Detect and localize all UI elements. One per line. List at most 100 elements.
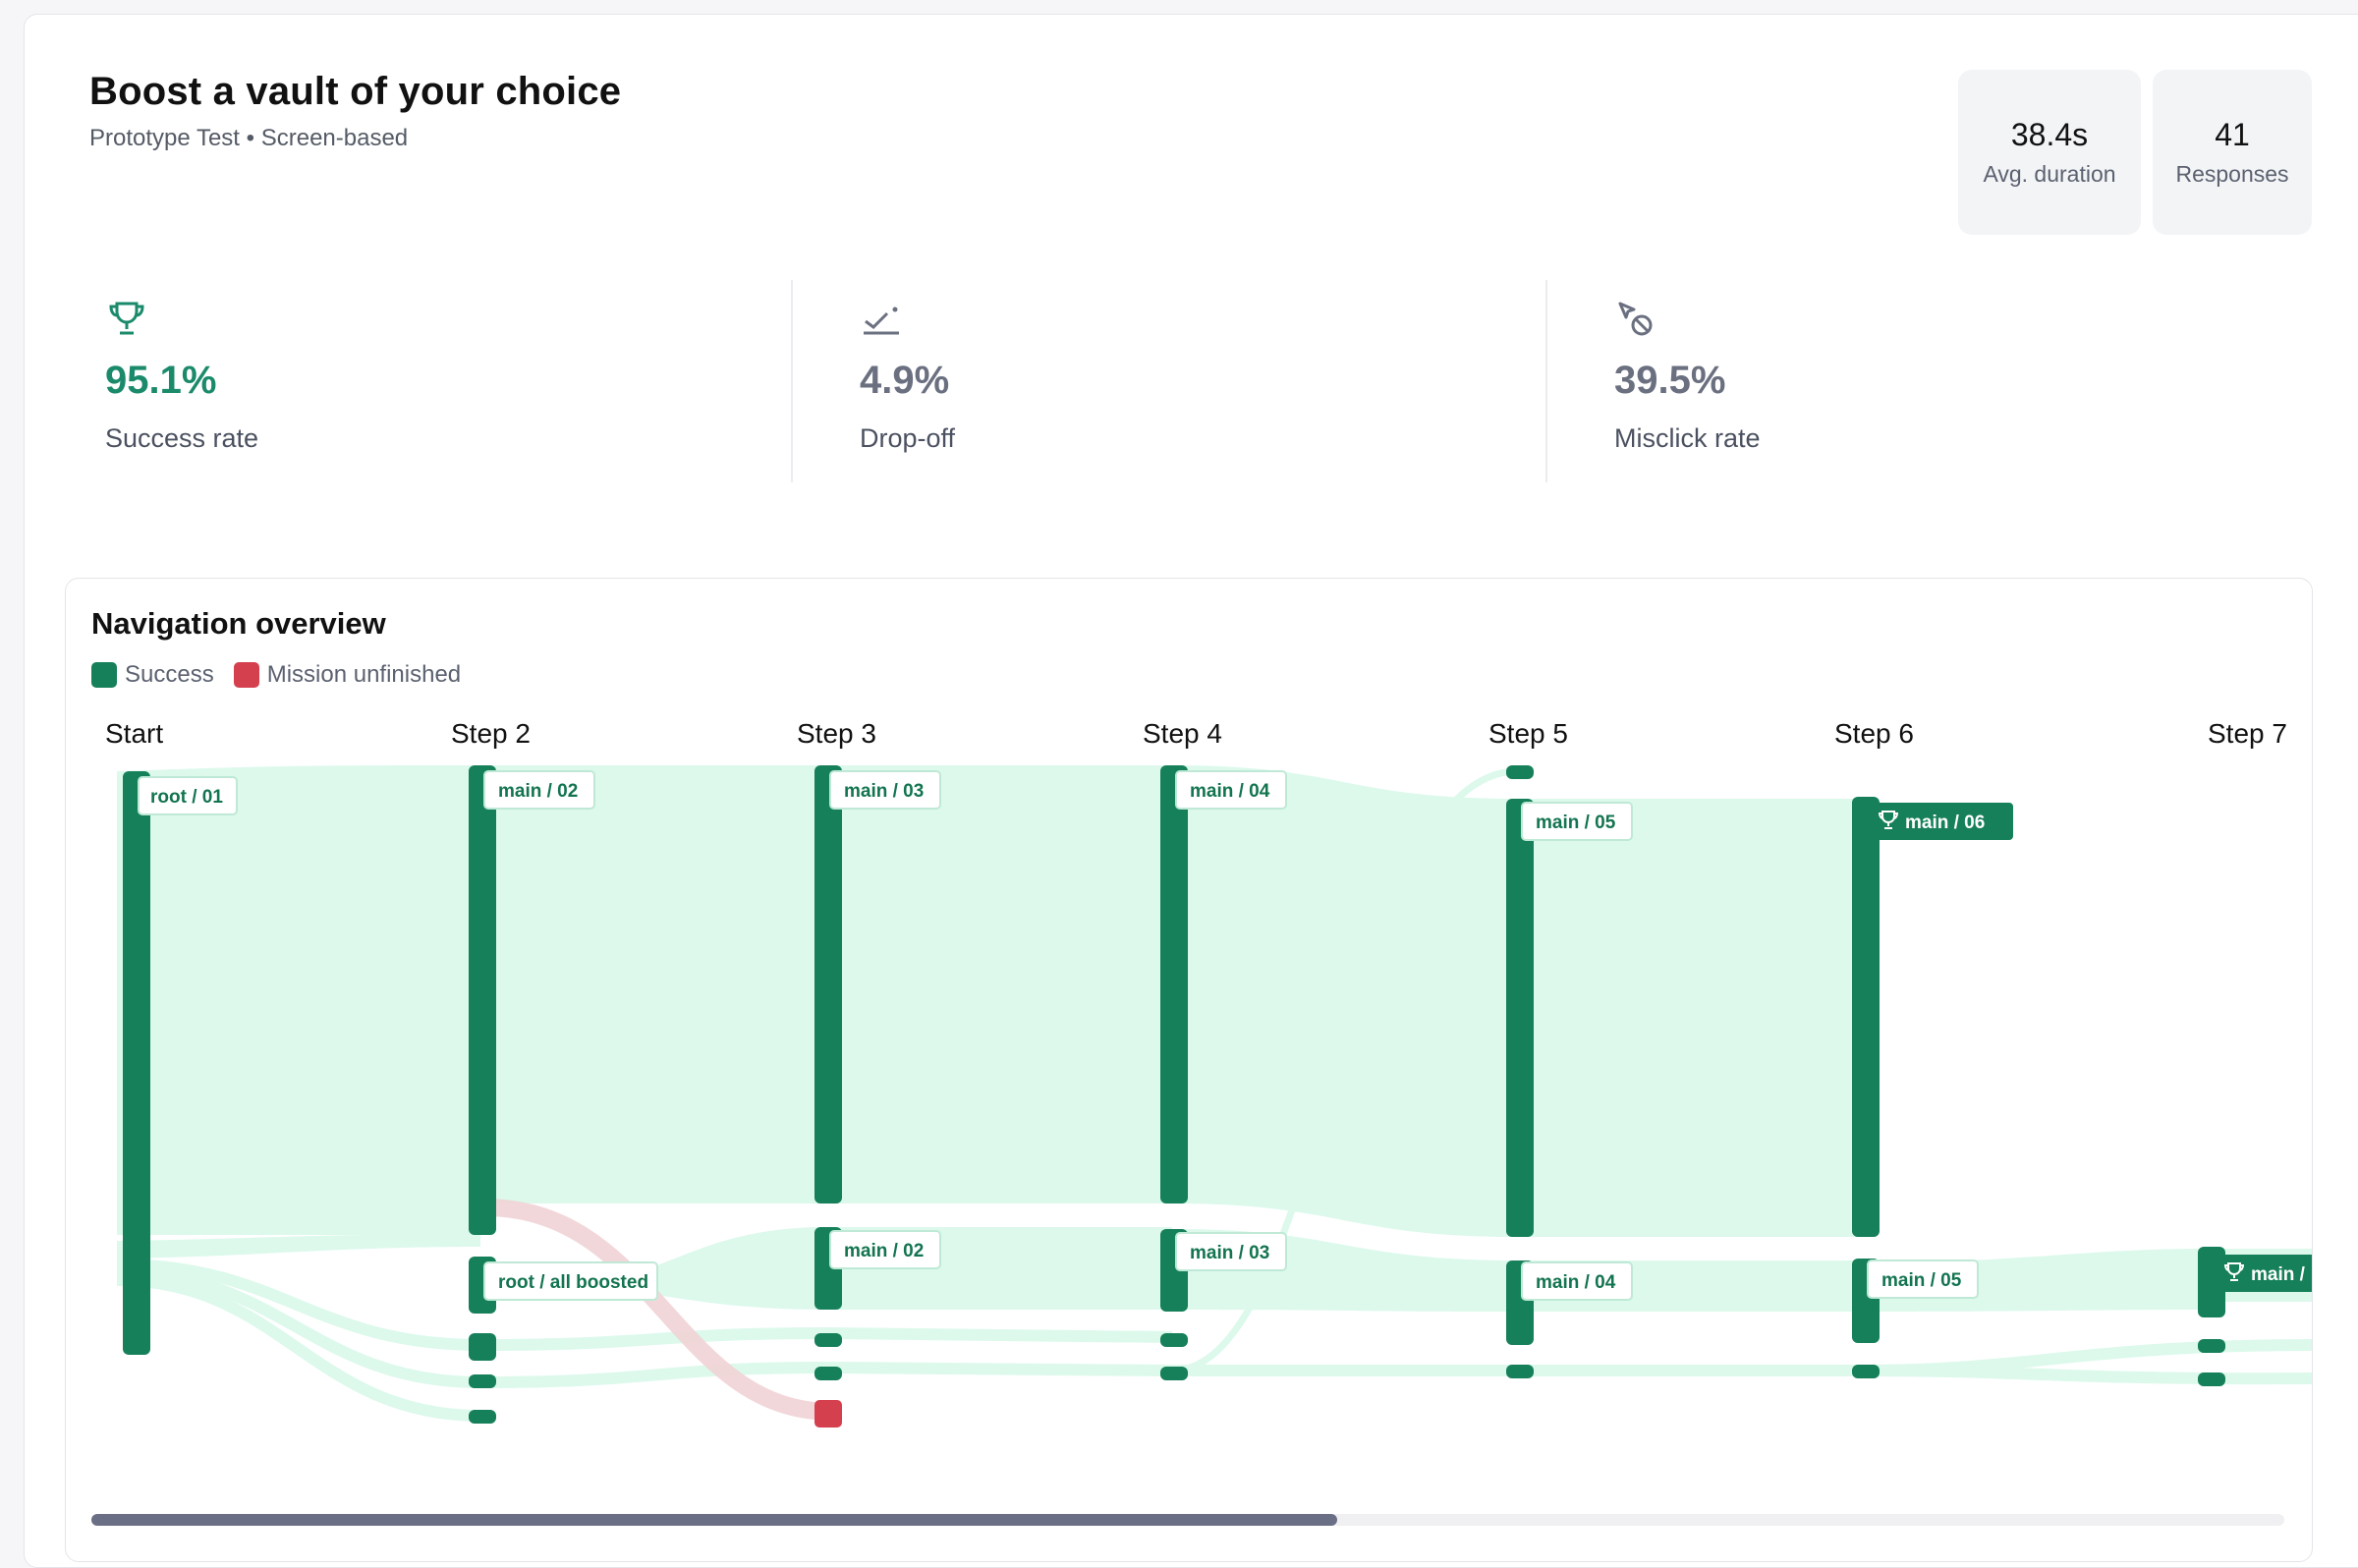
trophy-icon — [2223, 1262, 2245, 1281]
flow-line — [479, 1327, 827, 1351]
flow-band — [1172, 765, 1518, 1237]
step-header: Start — [105, 718, 163, 749]
svg-text:main / 02: main / 02 — [498, 781, 578, 802]
svg-text:main / 02: main / 02 — [844, 1241, 924, 1261]
drop-off-metric: 4.9% Drop-off — [860, 298, 1508, 484]
svg-text:root / 01: root / 01 — [150, 787, 223, 808]
responses-stat: 41 Responses — [2153, 70, 2312, 235]
node-bar — [1852, 797, 1880, 1237]
trophy-icon — [1878, 811, 1899, 829]
flow-band — [117, 1234, 480, 1259]
flow-band — [117, 765, 480, 1235]
legend: Success Mission unfinished — [91, 661, 480, 689]
responses-value: 41 — [2215, 117, 2250, 152]
node-bar — [1852, 1365, 1880, 1378]
node-label[interactable]: main / 03 — [829, 770, 941, 810]
flow-line — [116, 1266, 481, 1388]
step-header: Step 6 — [1834, 718, 1914, 749]
legend-label: Success — [125, 661, 214, 688]
node-label[interactable]: root / 01 — [138, 776, 238, 815]
svg-text:main / 05: main / 05 — [1536, 812, 1616, 833]
node-bar — [1160, 765, 1188, 1204]
scrollbar-thumb[interactable] — [91, 1514, 1337, 1526]
responses-label: Responses — [2175, 161, 2289, 187]
unfinished-swatch — [233, 662, 259, 688]
metric-divider — [1545, 280, 1547, 482]
success-rate-value: 95.1% — [105, 359, 217, 402]
node-bar — [814, 1367, 842, 1380]
node-label[interactable]: main / 05 — [1867, 1260, 1979, 1299]
svg-text:main / 03: main / 03 — [1190, 1243, 1269, 1263]
drop-off-label: Drop-off — [860, 423, 956, 453]
drop-off-value: 4.9% — [860, 359, 950, 402]
legend-label: Mission unfinished — [266, 661, 462, 688]
success-flows — [117, 765, 2312, 1312]
svg-text:main / 04: main / 04 — [1536, 1272, 1616, 1293]
misclick-label: Misclick rate — [1614, 423, 1761, 453]
step-header: Step 5 — [1488, 718, 1568, 749]
node-bar — [2198, 1339, 2225, 1353]
flow-band — [826, 765, 1172, 1204]
node-bar — [469, 1374, 496, 1388]
avg-duration-stat: 38.4s Avg. duration — [1958, 70, 2141, 235]
node-label[interactable]: root / all boosted — [483, 1261, 658, 1301]
node-bar — [1506, 765, 1534, 779]
flow-line — [116, 1259, 481, 1351]
misclick-value: 39.5% — [1614, 359, 1726, 402]
svg-text:main / 05: main / 05 — [1881, 1270, 1962, 1291]
page-subtitle: Prototype Test • Screen-based — [89, 125, 409, 151]
node-bar — [814, 765, 842, 1204]
node-label[interactable]: main / 02 — [829, 1230, 941, 1269]
metric-divider — [791, 280, 793, 482]
svg-text:root / all boosted: root / all boosted — [498, 1272, 648, 1293]
flow-line — [116, 1274, 481, 1422]
success-rate-metric: 95.1% Success rate — [105, 298, 754, 484]
node-label-success[interactable]: main / — [2214, 1255, 2312, 1292]
node-label-success[interactable]: main / 06 — [1868, 803, 2013, 840]
legend-item-success: Success — [91, 661, 214, 689]
node-label[interactable]: main / 05 — [1521, 802, 1633, 841]
node-bars — [123, 765, 2225, 1424]
node-label[interactable]: main / 02 — [483, 770, 595, 810]
step-header: Step 2 — [451, 718, 531, 749]
flow-band — [480, 765, 826, 1204]
navigation-overview-title: Navigation overview — [91, 606, 386, 641]
trophy-icon — [109, 302, 144, 335]
svg-text:main / 04: main / 04 — [1190, 781, 1270, 802]
flow-line — [825, 1327, 1173, 1343]
misclick-metric: 39.5% Misclick rate — [1614, 298, 2263, 484]
navigation-sankey: Start Step 2 Step 3 Step 4 Step 5 Step 6… — [105, 718, 2312, 1428]
node-bar — [1506, 799, 1534, 1237]
node-bar — [2198, 1372, 2225, 1386]
step-header: Step 3 — [797, 718, 876, 749]
misclick-icon — [1618, 302, 1653, 336]
page-title: Boost a vault of your choice — [89, 70, 622, 113]
node-label[interactable]: main / 03 — [1175, 1232, 1287, 1271]
node-bar — [469, 765, 496, 1235]
avg-duration-label: Avg. duration — [1983, 161, 2116, 187]
navigation-overview-panel: Navigation overview Success Mission unfi… — [65, 578, 2313, 1562]
avg-duration-value: 38.4s — [2010, 117, 2089, 152]
svg-text:main / 06: main / 06 — [1905, 812, 1985, 833]
horizontal-scrollbar[interactable] — [91, 1514, 2284, 1526]
node-bar — [469, 1410, 496, 1424]
node-label[interactable]: main / 04 — [1521, 1261, 1633, 1301]
node-bar — [469, 1333, 496, 1361]
flow-line — [825, 1362, 1173, 1376]
success-swatch — [91, 662, 117, 688]
flow-line — [1863, 1365, 2312, 1385]
node-bar — [814, 1333, 842, 1347]
svg-text:main / 03: main / 03 — [844, 781, 924, 802]
minor-flows — [116, 767, 2312, 1422]
node-bar — [1506, 1365, 1534, 1378]
legend-item-unfinished: Mission unfinished — [233, 661, 462, 689]
drop-off-icon — [864, 307, 899, 335]
node-bar — [123, 771, 150, 1355]
unfinished-flow — [483, 1199, 833, 1421]
step-header: Step 4 — [1143, 718, 1222, 749]
node-bar — [1160, 1367, 1188, 1380]
flow-band — [1518, 799, 1864, 1237]
node-label[interactable]: main / 04 — [1175, 770, 1287, 810]
flow-line — [1171, 767, 1519, 1374]
step-header: Step 7 — [2208, 718, 2287, 749]
